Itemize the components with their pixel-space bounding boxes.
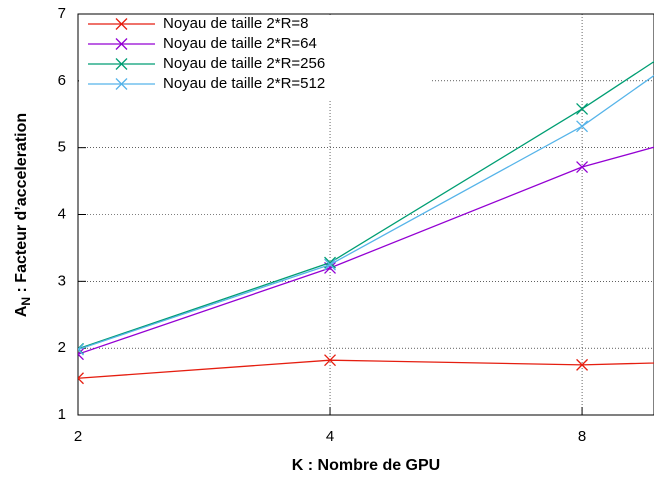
legend-marker: [115, 58, 128, 70]
legend-marker: [115, 18, 128, 30]
data-point: [78, 343, 84, 356]
data-point: [576, 161, 589, 174]
legend-marker: [115, 38, 128, 50]
data-point: [576, 358, 589, 371]
data-point: [576, 120, 589, 133]
legend-label: Noyau de taille 2*R=8: [163, 15, 309, 32]
x-tick-label: 4: [326, 428, 334, 445]
y-label-sub: N: [19, 297, 33, 306]
series-line: [78, 74, 654, 351]
data-point: [78, 372, 84, 385]
legend-label: Noyau de taille 2*R=512: [163, 75, 325, 92]
x-tick-label: 2: [74, 428, 82, 445]
series-line: [78, 146, 654, 355]
y-tick-label: 6: [58, 72, 66, 89]
series-line: [78, 359, 654, 379]
y-tick-label: 3: [58, 272, 66, 289]
data-point: [324, 354, 336, 367]
legend-label: Noyau de taille 2*R=256: [163, 55, 325, 72]
y-tick-label: 5: [58, 139, 66, 156]
y-label-rest: : Facteur d’acceleration: [13, 113, 30, 297]
x-axis-label: K : Nombre de GPU: [292, 457, 440, 474]
y-tick-label: 7: [58, 5, 66, 22]
data-point: [324, 258, 336, 271]
y-axis-label: AN : Facteur d’acceleration: [13, 113, 33, 317]
plot-border: [77, 13, 654, 416]
y-tick-label: 2: [58, 339, 66, 356]
legend-label: Noyau de taille 2*R=64: [163, 35, 317, 52]
plot-area: [78, 60, 654, 385]
data-point: [576, 102, 589, 115]
y-tick-label: 1: [58, 406, 66, 423]
legend-marker: [115, 78, 128, 90]
series-line: [78, 60, 654, 350]
y-label-main: A: [13, 305, 30, 317]
legend-box: [79, 15, 431, 100]
y-tick-label: 4: [58, 205, 66, 222]
data-point: [78, 348, 84, 361]
x-tick-label: 8: [578, 428, 586, 445]
